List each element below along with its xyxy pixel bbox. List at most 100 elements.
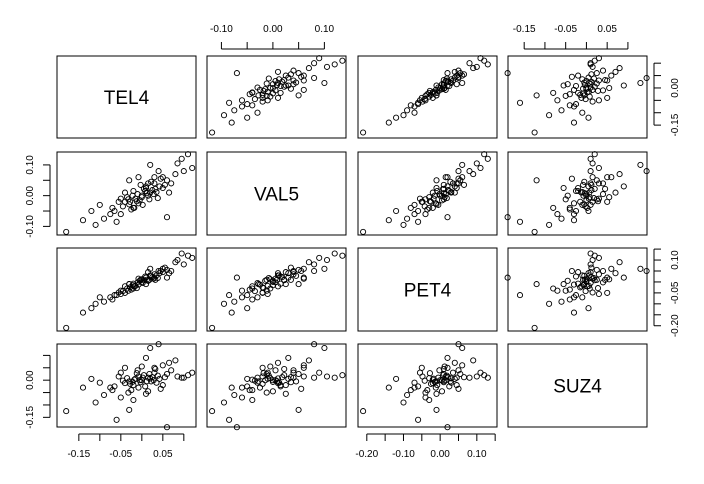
- data-point: [585, 114, 592, 121]
- tick-label: -0.15: [67, 449, 90, 460]
- data-point: [305, 65, 312, 72]
- data-point: [594, 87, 602, 94]
- data-point: [166, 270, 173, 277]
- data-point: [546, 112, 553, 119]
- data-point: [587, 201, 594, 208]
- data-point: [178, 155, 185, 162]
- data-point: [88, 375, 95, 382]
- data-point: [470, 171, 477, 178]
- data-point: [323, 63, 331, 70]
- data-point: [126, 281, 133, 288]
- data-point: [125, 287, 132, 294]
- data-point: [231, 391, 238, 399]
- data-point: [393, 114, 400, 121]
- panel-SUZ4-vs-PET4: [357, 341, 498, 431]
- data-point: [438, 197, 446, 204]
- data-point: [125, 389, 132, 396]
- data-point: [643, 267, 650, 275]
- data-point: [282, 390, 289, 397]
- data-point: [96, 294, 103, 301]
- panel-PET4-vs-VAL5: [206, 247, 347, 332]
- data-point: [585, 305, 592, 312]
- data-point: [570, 211, 578, 218]
- data-point: [594, 285, 602, 292]
- data-point: [570, 217, 578, 224]
- data-point: [466, 374, 473, 381]
- data-point: [180, 168, 187, 175]
- tick-label: -0.10: [210, 24, 233, 35]
- data-point: [274, 79, 282, 87]
- data-point: [599, 87, 607, 94]
- data-point: [612, 189, 619, 196]
- data-point: [444, 70, 451, 77]
- x-axis-bottom-TEL4: -0.15 -0.05 0.05: [67, 433, 185, 460]
- data-point: [444, 214, 451, 221]
- data-point: [580, 192, 587, 199]
- data-point: [161, 374, 168, 381]
- data-point: [411, 201, 418, 208]
- data-point: [111, 207, 118, 215]
- data-point: [442, 191, 449, 198]
- data-point: [133, 285, 140, 292]
- data-point: [577, 91, 584, 98]
- data-point: [255, 92, 262, 99]
- data-point: [269, 388, 276, 395]
- data-point: [604, 174, 611, 181]
- data-point: [453, 382, 460, 389]
- data-point: [135, 174, 142, 181]
- panel-TEL4-vs-TEL4: TEL4: [56, 55, 197, 139]
- data-point: [290, 67, 297, 74]
- data-point: [415, 218, 422, 225]
- data-point: [254, 84, 261, 91]
- data-point: [595, 195, 602, 202]
- data-point: [92, 221, 99, 228]
- data-point: [433, 390, 440, 397]
- data-point: [290, 269, 297, 276]
- data-point: [400, 399, 407, 406]
- data-point: [168, 180, 175, 187]
- data-point: [560, 82, 567, 89]
- tick-label: 0.05: [153, 449, 173, 460]
- data-point: [595, 290, 602, 298]
- data-point: [589, 160, 596, 167]
- tick-label: 0.00: [25, 370, 36, 390]
- data-point: [157, 267, 164, 275]
- data-point: [166, 359, 173, 366]
- data-point: [572, 82, 580, 90]
- data-point: [117, 394, 124, 401]
- data-point: [274, 270, 282, 277]
- data-point: [546, 221, 553, 228]
- data-point: [435, 84, 442, 91]
- data-point: [244, 114, 251, 121]
- data-point: [238, 294, 246, 301]
- data-point: [293, 378, 300, 385]
- data-point: [616, 65, 623, 72]
- data-point: [63, 228, 70, 235]
- data-point: [415, 383, 422, 390]
- data-point: [443, 372, 450, 379]
- tick-label: 0.00: [670, 78, 681, 98]
- data-point: [321, 344, 328, 352]
- data-point: [339, 57, 346, 64]
- data-point: [311, 74, 318, 82]
- data-point: [620, 274, 627, 281]
- data-point: [466, 60, 473, 67]
- panel-frame: [357, 151, 498, 236]
- data-point: [562, 287, 569, 294]
- data-point: [117, 195, 124, 202]
- data-point: [117, 211, 124, 218]
- data-point: [135, 373, 142, 380]
- panel-TEL4-vs-VAL5: [206, 55, 347, 139]
- data-point: [126, 406, 133, 413]
- data-point: [136, 377, 143, 384]
- data-point: [249, 283, 256, 290]
- data-point: [79, 384, 87, 391]
- data-point: [446, 383, 453, 390]
- panel-frame: [56, 55, 197, 139]
- data-point: [272, 367, 279, 374]
- data-point: [311, 261, 318, 268]
- data-point: [244, 101, 251, 108]
- data-point: [244, 383, 251, 390]
- data-point: [154, 372, 161, 379]
- data-point: [100, 391, 108, 399]
